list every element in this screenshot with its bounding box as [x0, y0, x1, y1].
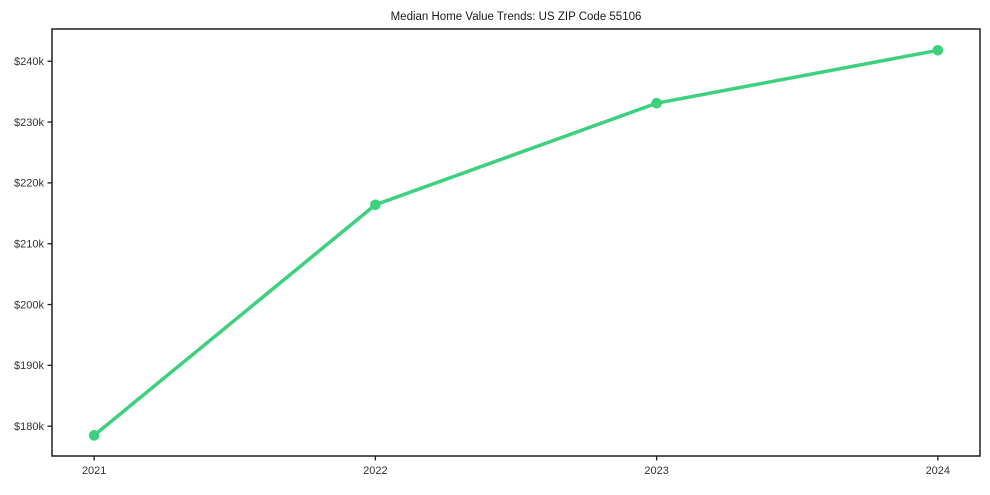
y-tick-label: $220k — [14, 178, 44, 190]
x-tick-label: 2024 — [926, 465, 950, 477]
y-tick-label: $180k — [14, 421, 44, 433]
trend-line-series — [88, 44, 944, 441]
plot-frame — [51, 28, 981, 457]
x-tick-label: 2021 — [82, 465, 106, 477]
data-point — [932, 44, 944, 56]
y-axis: $180k $190k $200k $210k $220k $230k $240k — [14, 56, 52, 433]
x-tick-label: 2022 — [363, 465, 387, 477]
data-point — [651, 97, 662, 109]
trend-line — [92, 48, 940, 438]
data-point — [88, 430, 100, 441]
y-tick-label: $210k — [14, 239, 44, 251]
y-tick-label: $200k — [14, 299, 44, 311]
chart-title: Median Home Value Trends: US ZIP Code 55… — [391, 11, 642, 23]
y-tick-label: $230k — [14, 117, 44, 129]
x-axis: 2021 2022 2023 2024 — [82, 456, 950, 477]
y-tick-label: $240k — [14, 56, 44, 68]
x-tick-label: 2023 — [644, 465, 668, 477]
data-point — [370, 199, 381, 211]
y-tick-label: $190k — [14, 360, 44, 372]
